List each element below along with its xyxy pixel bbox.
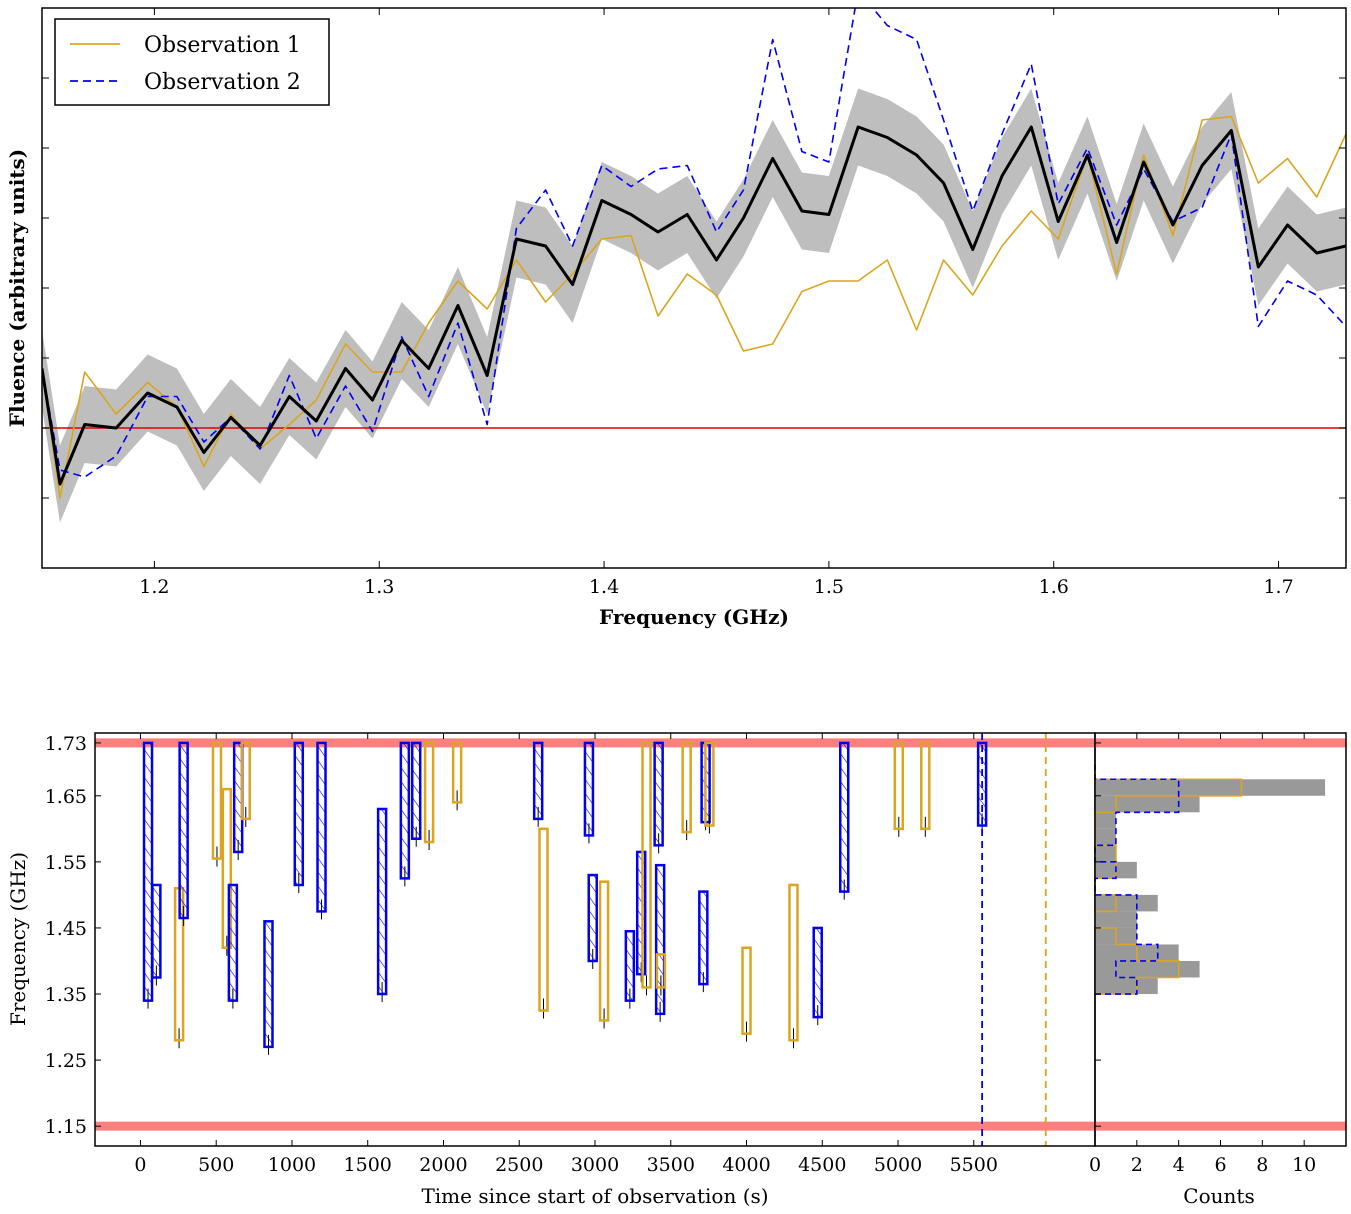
bottom-x-tick-label: 500 [198,1154,234,1176]
obs2-line [42,8,1346,478]
histogram-plot-area [1094,738,1346,1131]
bottom-y-tick-label: 1.45 [45,918,87,940]
bottom-x-tick-label: 5000 [874,1154,922,1176]
hist-bar-total [1095,779,1326,796]
burst-obs1 [211,741,223,860]
burst-obs2 [587,873,598,963]
hist-bar-total [1095,828,1116,846]
burst-obs1 [221,787,233,950]
burst-obs2 [654,863,666,1016]
legend-label-obs2: Observation 2 [144,70,301,95]
hist-x-tick-label: 2 [1131,1154,1143,1176]
bottom-x-tick-label: 0 [134,1154,146,1176]
bottom-y-tick-label: 1.65 [45,786,87,808]
bottom-x-tick-label: 3500 [647,1154,695,1176]
burst-obs2 [653,741,664,847]
burst-obs2 [316,741,327,913]
burst-obs2 [227,883,239,1002]
burst-obs1 [893,741,905,831]
bottom-y-tick-label: 1.25 [45,1050,87,1072]
burst-obs2 [635,850,647,976]
bottom-y-tick-label: 1.35 [45,984,87,1006]
bottom-plot-area [95,733,1095,1146]
hist-x-tick-label: 8 [1256,1154,1268,1176]
burst-obs1 [538,827,549,1012]
burst-obs2 [178,741,189,920]
hist-bar-total [1095,960,1200,978]
burst-obs1 [704,741,715,827]
hist-bar-total [1095,977,1158,995]
hist-x-tick-label: 6 [1214,1154,1226,1176]
hist-bar-total [1095,795,1200,813]
bottom-x-tick-label: 1500 [344,1154,392,1176]
hist-bar-total [1095,911,1137,928]
legend-box [54,18,330,106]
top-plot-area [42,8,1346,523]
burst-obs2 [151,883,162,979]
top-x-tick-label: 1.2 [139,576,169,598]
bottom-y-tick-label: 1.15 [45,1116,87,1138]
bottom-x-tick-label: 1000 [268,1154,316,1176]
burst-obs1 [240,741,252,821]
hist-x-tick-label: 0 [1089,1154,1101,1176]
burst-obs1 [788,883,799,1042]
uncertainty-band [42,88,1346,523]
top-y-axis-title: Fluence (arbitrary units) [5,149,29,428]
burst-obs2 [532,741,544,821]
bottom-chart-bursts: 0 500 1000 1500 2000 2500 3000 3500 4000 4500 5000… [6,732,1096,1208]
bottom-x-tick-label: 4500 [798,1154,846,1176]
mean-line [42,125,1346,486]
burst-obs2 [698,890,709,986]
burst-obs2 [263,920,274,1049]
top-series-group [42,8,1346,523]
histogram-x-axis-title: Counts [1183,1184,1254,1208]
top-x-axis-title: Frequency (GHz) [599,605,789,629]
bottom-x-tick-label: 5500 [950,1154,998,1176]
burst-obs1 [681,741,692,834]
legend-label-obs1: Observation 1 [144,33,301,58]
bottom-x-tick-label: 4000 [722,1154,770,1176]
burst-obs2 [838,741,850,893]
burst-obs1 [598,880,610,1022]
burst-obs1 [451,741,463,804]
hist-x-tick-label: 4 [1173,1154,1185,1176]
burst-obs2 [812,926,823,1019]
bottom-axis-ticks: 0 500 1000 1500 2000 2500 3000 3500 4000 4500 5000… [45,733,998,1176]
burst-obs1 [423,741,435,844]
burst-obs1 [655,953,667,989]
hist-bar-total [1095,845,1116,862]
top-axis-ticks: 1.2 1.3 1.4 1.5 1.6 1.7 [42,8,1346,598]
burst-obs2 [293,741,305,887]
bottom-y-tick-label: 1.73 [45,733,87,755]
bottom-x-tick-label: 2000 [419,1154,467,1176]
burst-obs2 [583,741,595,837]
top-x-tick-label: 1.5 [814,576,844,598]
burst-obs1 [641,741,652,989]
burst-obs2 [399,741,411,880]
histogram-chart: 0 2 4 6 8 10 Counts [1089,732,1347,1208]
burst-obs2 [624,929,636,1002]
bottom-y-axis-title: Frequency (GHz) [6,852,30,1026]
burst-obs1 [920,741,931,831]
bottom-x-axis-title: Time since start of observation (s) [421,1184,768,1208]
top-x-tick-label: 1.3 [364,576,394,598]
histogram-axis-ticks: 0 2 4 6 8 10 [1089,733,1316,1176]
burst-obs2 [376,807,388,996]
burst-obs2 [410,741,422,840]
bottom-x-tick-label: 3000 [571,1154,619,1176]
bottom-x-tick-label: 2500 [495,1154,543,1176]
top-chart-spectrum: 1.2 1.3 1.4 1.5 1.6 1.7 Frequency (GHz) Fluen… [5,7,1347,629]
top-x-tick-label: 1.4 [589,576,619,598]
hist-x-tick-label: 10 [1292,1154,1316,1176]
top-legend: Observation 1 Observation 2 [54,18,330,106]
hist-bar-total [1095,812,1116,829]
top-x-tick-label: 1.7 [1263,576,1293,598]
bottom-y-tick-label: 1.55 [45,852,87,874]
burst-obs2 [142,741,154,1002]
top-x-tick-label: 1.6 [1039,576,1069,598]
hist-bar-total [1095,894,1158,912]
burst-obs1 [741,946,752,1035]
